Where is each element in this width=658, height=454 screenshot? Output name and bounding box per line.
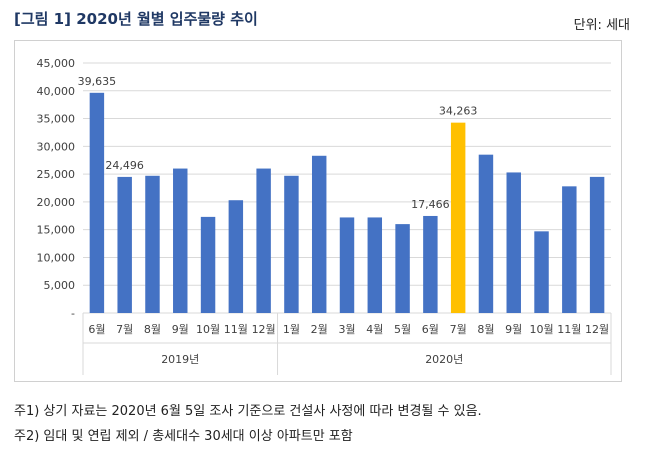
- unit-label: 단위: 세대: [573, 18, 630, 33]
- bar: [395, 224, 410, 313]
- bar: [339, 217, 355, 313]
- y-tick-label: 30,000: [37, 140, 76, 153]
- y-tick-label: 10,000: [37, 251, 76, 264]
- x-tick-label: 8월: [477, 323, 494, 336]
- x-tick-label: 5월: [394, 323, 411, 336]
- data-label: 39,635: [78, 75, 117, 88]
- bar: [450, 122, 466, 314]
- x-tick-label: 10월: [196, 323, 220, 336]
- y-tick-label: 45,000: [37, 57, 76, 70]
- bar: [367, 217, 383, 313]
- x-tick-label: 1월: [283, 323, 300, 336]
- x-tick-label: 2월: [311, 323, 328, 336]
- footnote-2: 주2) 임대 및 연립 제외 / 총세대수 30세대 이상 아파트만 포함: [14, 429, 353, 444]
- x-tick-label: 6월: [422, 323, 439, 336]
- bar: [228, 200, 244, 313]
- x-tick-label: 12월: [585, 323, 609, 336]
- bar: [562, 186, 577, 313]
- bar: [534, 231, 549, 313]
- y-tick-label: 35,000: [37, 113, 76, 126]
- bar: [145, 175, 160, 313]
- x-tick-label: 8월: [144, 323, 161, 336]
- x-tick-label: 11월: [557, 323, 581, 336]
- bar: [200, 216, 216, 313]
- x-tick-label: 3월: [338, 323, 355, 336]
- bar: [284, 175, 299, 313]
- chart-frame: - 5,000 10,000 15,000 20,000 25,000 30,000 35,0…: [14, 40, 622, 382]
- bar: [589, 176, 605, 313]
- x-tick-label: 10월: [529, 323, 553, 336]
- y-tick-label: -: [71, 307, 75, 320]
- data-label: 24,496: [105, 159, 144, 172]
- x-tick-label: 11월: [224, 323, 248, 336]
- data-label: 34,263: [439, 105, 478, 118]
- x-tick-label: 6월: [88, 323, 105, 336]
- bar: [256, 168, 271, 313]
- x-tick-label: 9월: [505, 323, 522, 336]
- y-tick-label: 15,000: [37, 224, 76, 237]
- bar: [478, 154, 494, 313]
- data-label: 17,466: [411, 198, 450, 211]
- group-label: 2019년: [161, 353, 199, 366]
- bar: [117, 176, 132, 313]
- bar: [506, 172, 521, 313]
- y-tick-label: 5,000: [44, 279, 76, 292]
- bar: [173, 168, 188, 313]
- x-tick-label: 12월: [252, 323, 276, 336]
- bar: [423, 215, 438, 313]
- x-tick-label: 7월: [116, 323, 133, 336]
- bar-chart: - 5,000 10,000 15,000 20,000 25,000 30,000 35,0…: [37, 57, 612, 375]
- bar: [311, 155, 327, 313]
- chart-title: [그림 1] 2020년 월별 입주물량 추이: [14, 10, 258, 28]
- footnote-1: 주1) 상기 자료는 2020년 6월 5일 조사 기준으로 건설사 사정에 따…: [14, 404, 482, 419]
- y-tick-label: 20,000: [37, 196, 76, 209]
- group-label: 2020년: [425, 353, 463, 366]
- y-tick-label: 40,000: [37, 85, 76, 98]
- x-tick-label: 4월: [366, 323, 383, 336]
- x-tick-label: 9월: [172, 323, 189, 336]
- x-tick-label: 7월: [450, 323, 467, 336]
- bar: [89, 92, 105, 313]
- y-tick-label: 25,000: [37, 168, 76, 181]
